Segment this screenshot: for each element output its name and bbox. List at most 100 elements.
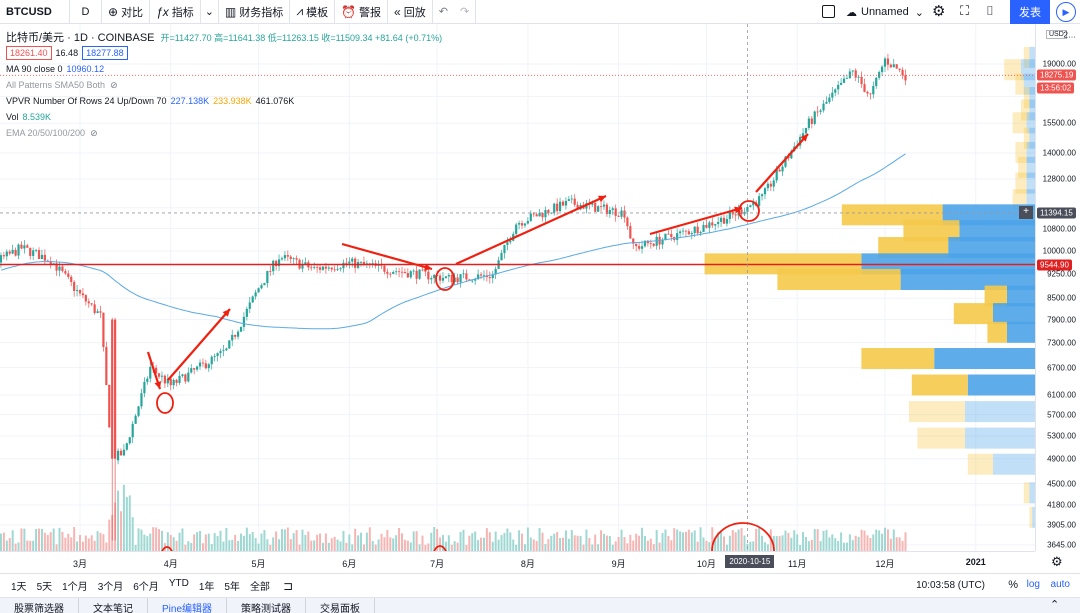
range-button[interactable]: 3个月 [97, 582, 124, 593]
interval-selector[interactable]: D [70, 0, 102, 24]
symbol-search[interactable]: BTCUSD [0, 0, 70, 24]
bottom-tab[interactable]: 股票筛选器 [0, 598, 79, 613]
candle-body [198, 362, 202, 367]
add-alert-plus-icon[interactable]: + [1019, 206, 1033, 219]
vpvr-up-bar [967, 453, 993, 475]
vpvr-down-bar [1023, 73, 1035, 95]
volume-bar [26, 540, 29, 551]
range-button[interactable]: 全部 [249, 582, 270, 593]
templates-button[interactable]: ⩘ 模板 [290, 0, 336, 24]
vpvr-study-label[interactable]: VPVR Number Of Rows 24 Up/Down 70 [6, 96, 167, 106]
candle-body [819, 110, 822, 112]
volume-bar [576, 535, 579, 551]
candle-body [854, 70, 857, 78]
ema-study-label[interactable]: EMA 20/50/100/200 [6, 128, 86, 138]
chart-canvas[interactable] [0, 24, 1035, 551]
log-toggle[interactable]: log [1026, 579, 1040, 590]
indicators-button[interactable]: ƒx 指标 [150, 0, 201, 24]
vpvr-up-value: 227.138K [170, 96, 210, 106]
candle-body [143, 381, 146, 394]
range-button[interactable]: 6个月 [133, 582, 159, 593]
candle-body [570, 198, 573, 200]
candle-body [535, 214, 538, 217]
range-button[interactable]: 5天 [36, 582, 53, 593]
candle-body [0, 255, 3, 263]
gear-icon[interactable]: ⚙ [1051, 554, 1063, 569]
volume-bar [898, 537, 901, 551]
volume-bar [699, 527, 702, 551]
time-axis[interactable]: 3月 4月 5月 6月 7月 8月 9月 10月 11月 12月 2021 2020-10-15 ⚙ [0, 551, 1063, 573]
bottom-tab[interactable]: 策略测试器 [227, 598, 307, 613]
layout-selector[interactable]: ☁ Unnamed ⌄ [846, 0, 924, 24]
range-button[interactable]: YTD [168, 578, 189, 589]
volume-bar [81, 541, 84, 551]
volume-bar [485, 528, 488, 551]
candle-body [456, 277, 459, 283]
percent-toggle[interactable]: % [1008, 579, 1018, 591]
candle-body [424, 269, 427, 272]
eye-hidden-icon[interactable]: ⊘ [90, 127, 98, 138]
volume-bar [108, 519, 111, 551]
symbol-title: 比特币/美元 · 1D · COINBASE [6, 32, 155, 44]
candle-body [175, 379, 178, 383]
bottom-tab[interactable]: 交易面板 [306, 598, 376, 613]
currency-badge[interactable]: USD [1046, 30, 1067, 39]
volume-bar [96, 531, 99, 551]
buy-price-box[interactable]: 18277.88 [82, 46, 128, 60]
patterns-study-label[interactable]: All Patterns SMA50 Both [6, 80, 106, 90]
candle-body [880, 66, 884, 73]
candle-body [397, 271, 401, 273]
crosshair-date-tag: 2020-10-15 [725, 555, 775, 568]
fullscreen-icon[interactable]: ⛶ [960, 3, 970, 18]
undo-button[interactable]: ↶ [433, 0, 454, 24]
compare-button[interactable]: ⊕ 对比 [102, 0, 151, 24]
range-button[interactable]: 1年 [198, 582, 215, 593]
volume-study-label[interactable]: Vol [6, 112, 19, 122]
gear-icon[interactable]: ⚙ [932, 3, 946, 20]
range-button[interactable]: 1个月 [62, 582, 88, 593]
candle-body [433, 274, 436, 279]
auto-toggle[interactable]: auto [1050, 579, 1070, 590]
candle-body [73, 281, 76, 291]
eye-hidden-icon[interactable]: ⊘ [110, 79, 118, 90]
redo-button[interactable]: ↷ [454, 0, 477, 24]
candle-body [678, 231, 682, 234]
candle-body [166, 378, 169, 384]
play-icon[interactable]: ▶ [1056, 2, 1076, 22]
indicators-dropdown[interactable]: ⌄ [201, 0, 219, 24]
alerts-button[interactable]: ⏰ 警报 [335, 0, 389, 24]
volume-bar [128, 495, 131, 551]
volume-bar [90, 535, 93, 551]
vpvr-up-bar [777, 269, 901, 291]
camera-icon[interactable]: ⌷ [986, 3, 994, 18]
volume-bar [807, 541, 810, 551]
utc-clock[interactable]: 10:03:58 (UTC) [916, 580, 985, 591]
replay-button[interactable]: « 回放 [388, 0, 433, 24]
ma-study-label[interactable]: MA 90 close 0 [6, 64, 63, 74]
candle-body [34, 250, 38, 251]
volume-bar [471, 533, 474, 551]
candle-body [863, 84, 866, 92]
time-label: 7月 [430, 559, 445, 569]
publish-button[interactable]: 发表 [1010, 0, 1050, 24]
fullscreen-toggle-icon[interactable] [822, 5, 835, 18]
ma-90-line [0, 153, 906, 330]
maximize-panel-icon[interactable]: ⌃ [1050, 599, 1060, 611]
bottom-tab[interactable]: 文本笔记 [79, 598, 148, 613]
volume-bar [292, 533, 295, 551]
candle-body [664, 233, 667, 240]
volume-bar [29, 540, 32, 551]
goto-date-icon[interactable]: ⊐ [282, 578, 293, 593]
sell-price-box[interactable]: 18261.40 [6, 46, 52, 60]
range-button[interactable]: 5年 [224, 582, 240, 593]
candle-body [635, 243, 638, 247]
vpvr-up-bar [917, 427, 965, 449]
financials-button[interactable]: ▥ 财务指标 [219, 0, 291, 24]
volume-bar [383, 537, 386, 551]
bottom-tab[interactable]: Pine编辑器 [148, 598, 228, 613]
price-axis[interactable]: USD 2… 19000.00 15500.00 14000.00 12800.00 10… [1035, 24, 1080, 551]
candle-body [482, 275, 486, 277]
range-button[interactable]: 1天 [11, 582, 27, 593]
volume-bar [509, 532, 512, 551]
price-tick: 14000.00 [1042, 148, 1076, 158]
